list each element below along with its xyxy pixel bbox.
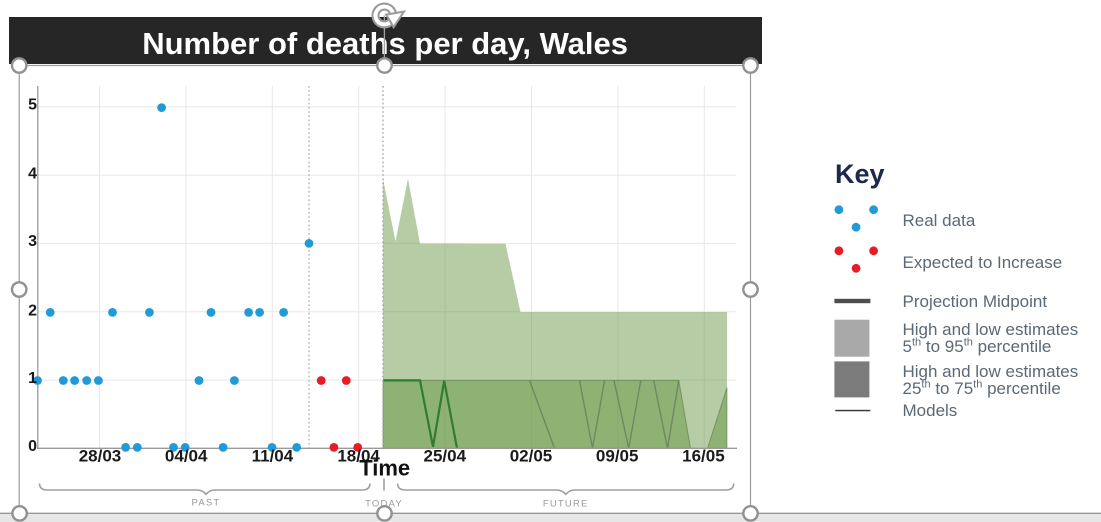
svg-text:11/04: 11/04 (252, 447, 294, 466)
svg-text:Time: Time (359, 456, 410, 481)
svg-text:0: 0 (28, 438, 37, 455)
svg-text:3: 3 (28, 233, 37, 250)
svg-text:04/04: 04/04 (165, 447, 208, 466)
svg-text:09/05: 09/05 (596, 447, 639, 466)
svg-text:16/05: 16/05 (682, 447, 725, 466)
svg-text:2: 2 (28, 303, 37, 320)
svg-text:PAST: PAST (192, 498, 221, 509)
svg-text:5: 5 (28, 96, 37, 113)
svg-text:1: 1 (28, 370, 37, 387)
svg-text:25/04: 25/04 (424, 447, 467, 466)
svg-text:28/03: 28/03 (79, 447, 122, 466)
svg-text:FUTURE: FUTURE (543, 499, 589, 510)
svg-text:4: 4 (28, 166, 37, 183)
svg-text:18/04: 18/04 (337, 447, 380, 466)
svg-text:TODAY: TODAY (365, 499, 403, 510)
svg-text:02/05: 02/05 (510, 447, 553, 466)
